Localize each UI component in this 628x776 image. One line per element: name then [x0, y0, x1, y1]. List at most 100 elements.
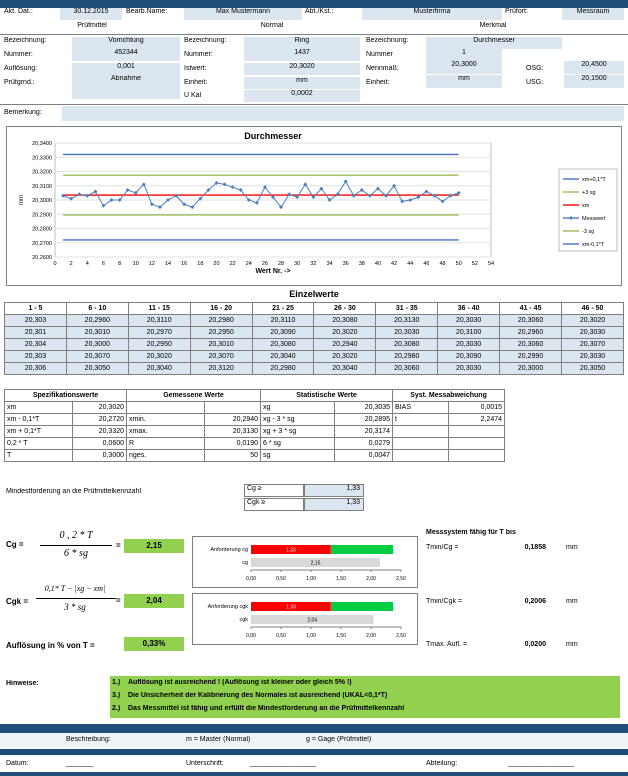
einzelwert-cell[interactable]: 20,3130 [375, 314, 439, 327]
mm-osg-value[interactable]: 20,4500 [564, 61, 624, 74]
akt-dat-value[interactable]: 30.12.2015 [60, 8, 122, 20]
mindest-cgk-value[interactable]: 1,33 [304, 498, 364, 511]
measured-point [384, 193, 389, 198]
einzelwert-cell[interactable]: 20,3090 [251, 326, 315, 339]
measured-point [190, 205, 195, 210]
einzelwert-cell[interactable]: 20,3000 [65, 338, 129, 351]
einzelwert-cell[interactable]: 20,3030 [437, 314, 501, 327]
bar-val-label: cgk [239, 617, 248, 623]
einzelwert-cell[interactable]: 20,3070 [189, 350, 253, 363]
einzelwert-cell[interactable]: 20,3050 [561, 362, 624, 375]
abteilung-field[interactable]: _________________ [508, 760, 575, 767]
unterschrift-field[interactable]: _________________ [250, 760, 317, 767]
measured-point [367, 193, 372, 198]
abteilung-label: Abteilung: [426, 760, 458, 767]
einzelwert-cell[interactable]: 20,2950 [127, 338, 191, 351]
einzelwert-cell[interactable]: 20,3030 [437, 338, 501, 351]
einzelwert-cell[interactable]: 20,3110 [251, 314, 315, 327]
pm-pruefgrnd-value[interactable]: Abnahme [72, 75, 180, 99]
einzelwert-cell[interactable]: 20,2970 [127, 326, 191, 339]
mm-osg-label: OSG: [526, 65, 544, 72]
einzelwert-cell[interactable]: 20,3020 [313, 350, 377, 363]
einzelwert-cell[interactable]: 20,303 [4, 314, 67, 327]
specs-y-val: 2,2474 [448, 413, 506, 426]
einzelwert-cell[interactable]: 20,3000 [499, 362, 563, 375]
pm-aufloesung-value[interactable]: 0,001 [72, 63, 180, 75]
einzelwert-cell[interactable]: 20,3020 [127, 350, 191, 363]
einzelwert-cell[interactable]: 20,3040 [127, 362, 191, 375]
einzelwert-cell[interactable]: 20,3010 [189, 338, 253, 351]
einzelwert-cell[interactable]: 20,3090 [437, 350, 501, 363]
einzelwert-cell[interactable]: 20,3110 [127, 314, 191, 327]
nm-bezeichnung-value[interactable]: Ring [244, 37, 360, 49]
einzelwert-cell[interactable]: 20,2980 [375, 350, 439, 363]
einzelwert-cell[interactable]: 20,3030 [375, 326, 439, 339]
einzelwert-cell[interactable]: 20,2960 [499, 326, 563, 339]
legend-entry: Messwert [582, 216, 606, 222]
einzelwert-cell[interactable]: 20,3070 [561, 338, 624, 351]
einzelwert-cell[interactable]: 20,3050 [65, 362, 129, 375]
einzelwert-cell[interactable]: 20,3030 [561, 326, 624, 339]
mm-usg-value[interactable]: 20,1500 [564, 75, 624, 88]
x-tick-label: 42 [391, 261, 397, 267]
einzelwert-cell[interactable]: 20,3080 [313, 314, 377, 327]
nm-ukal-value[interactable]: 0,0002 [244, 90, 360, 102]
bar-req-text: 1,33 [286, 548, 296, 554]
einzelwert-cell[interactable]: 20,304 [4, 338, 67, 351]
einzelwerte-col-header: 11 - 15 [127, 302, 191, 315]
nm-einheit-value[interactable]: mm [244, 77, 360, 89]
einzelwert-cell[interactable]: 20,3080 [251, 338, 315, 351]
datum-field[interactable]: _______ [66, 760, 94, 767]
einzelwert-cell[interactable]: 20,3030 [437, 362, 501, 375]
abt-value[interactable]: Musterfirma [362, 8, 502, 20]
einzelwert-cell[interactable]: 20,3020 [313, 326, 377, 339]
mm-nennmass-value[interactable]: 20,3000 [426, 61, 502, 74]
einzelwert-cell[interactable]: 20,2950 [189, 326, 253, 339]
einzelwert-cell[interactable]: 20,2940 [313, 338, 377, 351]
cgk-formula-numerator: 0,1* T − |xg − xm| [44, 584, 106, 593]
einzelwert-cell[interactable]: 20,2980 [189, 314, 253, 327]
einzelwert-cell[interactable]: 20,3030 [561, 350, 624, 363]
einzelwert-cell[interactable]: 20,3010 [65, 326, 129, 339]
mm-usg-label: USG: [526, 79, 544, 86]
mindest-cg-value[interactable]: 1,33 [304, 484, 364, 497]
einzelwert-cell[interactable]: 20,301 [4, 326, 67, 339]
pruefort-value[interactable]: Messraum [562, 8, 624, 20]
einzelwert-cell[interactable]: 20,2980 [251, 362, 315, 375]
einzelwert-cell[interactable]: 20,3060 [499, 314, 563, 327]
einzelwert-cell[interactable]: 20,3040 [313, 362, 377, 375]
measured-point [432, 193, 437, 198]
bearb-value[interactable]: Max Mustermann [184, 8, 302, 20]
legend-entry: xm [582, 203, 590, 209]
nm-istwert-value[interactable]: 20,3020 [244, 63, 360, 75]
mm-einheit-value[interactable]: mm [426, 75, 502, 88]
einzelwert-cell[interactable]: 20,3060 [499, 338, 563, 351]
top-band [0, 0, 628, 8]
measured-point [408, 198, 413, 202]
x-tick-label: 16 [181, 261, 187, 267]
bemerkung-input[interactable] [62, 106, 624, 121]
pm-bezeichnung-value[interactable]: Vorrichtung [72, 37, 180, 49]
einzelwert-cell[interactable]: 20,306 [4, 362, 67, 375]
mm-nummer-value[interactable]: 1 [426, 49, 502, 61]
measured-point [335, 192, 340, 197]
einzelwert-cell[interactable]: 20,2960 [65, 314, 129, 327]
mm-einheit-label: Einheit: [366, 79, 390, 86]
mm-bezeichnung-value[interactable]: Durchmesser [426, 37, 562, 49]
footer-band-2 [0, 749, 628, 755]
einzelwert-cell[interactable]: 20,3080 [375, 338, 439, 351]
einzelwert-cell[interactable]: 20,303 [4, 350, 67, 363]
cgk-formula-lhs: Cgk = [6, 597, 29, 606]
einzelwert-cell[interactable]: 20,3070 [65, 350, 129, 363]
specs-y-val: 0,0015 [448, 401, 506, 414]
bar-req-red [251, 545, 331, 554]
einzelwert-cell[interactable]: 20,3040 [251, 350, 315, 363]
pm-nummer-value[interactable]: 452344 [72, 49, 180, 61]
einzelwert-cell[interactable]: 20,3100 [437, 326, 501, 339]
einzelwert-cell[interactable]: 20,2990 [499, 350, 563, 363]
nm-nummer-value[interactable]: 1437 [244, 49, 360, 61]
einzelwert-cell[interactable]: 20,3020 [561, 314, 624, 327]
messsystem-unit-3: mm [566, 641, 578, 648]
einzelwert-cell[interactable]: 20,3060 [375, 362, 439, 375]
einzelwert-cell[interactable]: 20,3120 [189, 362, 253, 375]
